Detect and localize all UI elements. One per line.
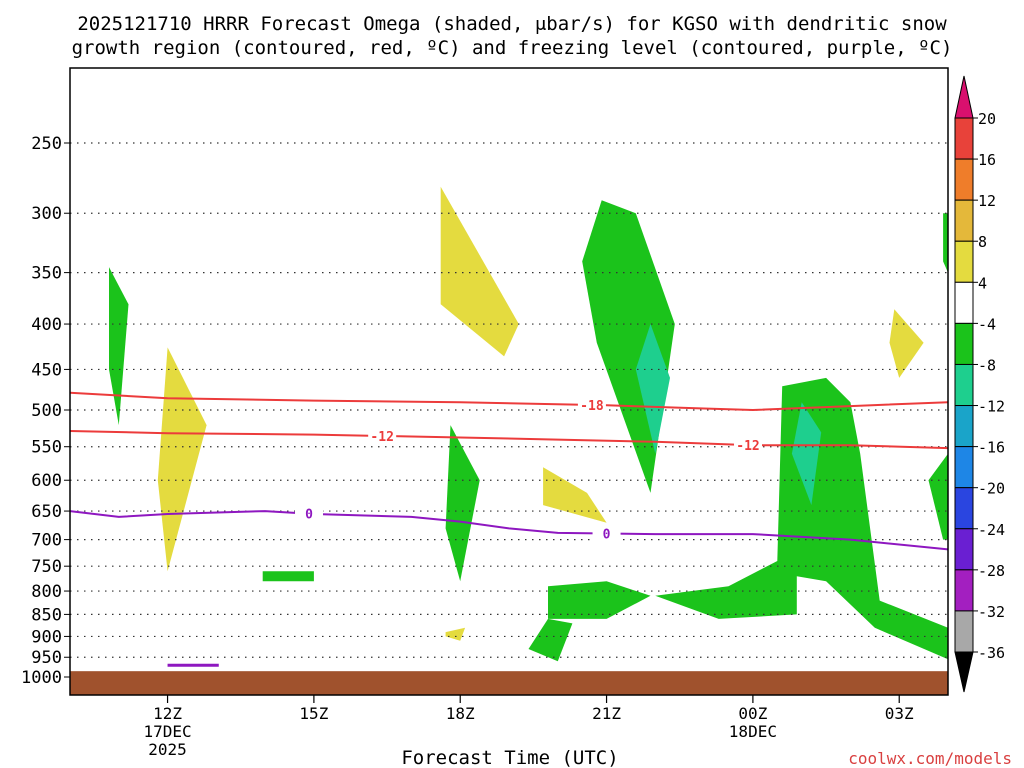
y-tick-label: 1000 (21, 668, 62, 688)
x-tick-label: 00Z (738, 704, 767, 723)
contour-label: -12 (370, 430, 393, 445)
y-tick-label: 350 (31, 264, 62, 284)
y-tick-label: 250 (31, 134, 62, 154)
colorbar-label: 12 (978, 192, 996, 210)
omega-region (582, 200, 675, 493)
omega-region (157, 347, 207, 572)
contour-label-bg (577, 398, 606, 413)
colorbar-label: -4 (978, 315, 996, 333)
colorbar-label: 16 (978, 151, 996, 169)
omega-region (445, 627, 466, 641)
title-line-1: 2025121710 HRRR Forecast Omega (shaded, … (77, 13, 947, 35)
colorbar-label: -24 (978, 521, 1005, 539)
omega-region (655, 377, 948, 660)
contour-line (69, 391, 949, 412)
contour-lines: -18 -12 -12 0 0 (69, 391, 949, 667)
omega-region (109, 267, 129, 426)
colorbar-cell (954, 610, 974, 653)
omega-region (889, 309, 924, 378)
colorbar-cell (954, 199, 974, 242)
x-tick-label: 15Z (299, 704, 328, 723)
y-tick-label: 900 (31, 627, 62, 647)
omega-shading (109, 186, 948, 662)
y-tick-label: 950 (31, 648, 62, 668)
title-line-2: growth region (contoured, red, ºC) and f… (72, 37, 953, 59)
colorbar: 20 16 12 8 4 -4 -8 -12 -16 -20 -24 -28 -32 -36 (954, 75, 1005, 693)
y-tick-label: 400 (31, 315, 62, 335)
omega-region (635, 324, 670, 454)
colorbar-cell (954, 363, 974, 407)
surface-ground (70, 671, 948, 695)
colorbar-bottom-arrow (954, 651, 974, 693)
plot-frame (69, 67, 949, 696)
colorbar-label: 20 (978, 110, 996, 128)
colorbar-cell (954, 528, 974, 571)
colorbar-cell (954, 117, 974, 160)
credit-text: coolwx.com/models (848, 749, 1012, 768)
colorbar-cell (954, 446, 974, 489)
colorbar-label: 8 (978, 233, 987, 251)
x-tick-label: 21Z (592, 704, 621, 723)
colorbar-label: 4 (978, 274, 987, 292)
contour-label: -18 (580, 399, 604, 414)
contour-label-bg (592, 526, 621, 541)
y-tick-label: 600 (31, 471, 62, 491)
omega-region (928, 453, 948, 540)
contour-label-bg (734, 438, 763, 453)
x-axis-label: Forecast Time (UTC) (401, 747, 618, 768)
contour-line (69, 510, 949, 551)
omega-region (791, 402, 822, 506)
y-tick-label: 300 (31, 204, 62, 224)
colorbar-label: -32 (978, 603, 1005, 621)
y-tick-label: 500 (31, 401, 62, 421)
y-tick-label: 850 (31, 605, 62, 625)
colorbar-cell (954, 487, 974, 530)
y-tick-label: 700 (31, 531, 62, 551)
omega-region (445, 425, 480, 582)
x-tick-label: 03Z (885, 704, 914, 723)
contour-label: 0 (305, 508, 313, 523)
y-tick-label: 550 (31, 438, 62, 458)
y-tick-label: 800 (31, 582, 62, 602)
omega-region (943, 213, 948, 273)
colorbar-label: -28 (978, 562, 1005, 580)
contour-label: -12 (736, 439, 759, 454)
omega-region (528, 618, 573, 662)
x-tick-label: 18DEC (729, 722, 777, 741)
colorbar-label: -36 (978, 644, 1005, 662)
contour-label-bg (368, 428, 397, 443)
y-tick-label: 650 (31, 502, 62, 522)
contour-label-bg (295, 506, 324, 521)
omega-region (543, 467, 607, 523)
colorbar-cell (954, 281, 974, 324)
contour-label: 0 (603, 528, 611, 543)
omega-region (440, 186, 519, 357)
y-tick-label: 750 (31, 557, 62, 577)
contour-line (69, 430, 949, 450)
omega-region (262, 571, 314, 582)
y-axis: 2503003504004505005506006507007508008509… (21, 134, 70, 688)
colorbar-cell (954, 405, 974, 448)
x-tick-label: 18Z (446, 704, 475, 723)
x-tick-label: 17DEC (143, 722, 191, 741)
y-tick-label: 450 (31, 360, 62, 380)
colorbar-label: -12 (978, 398, 1005, 416)
colorbar-cell (954, 158, 974, 201)
omega-region (548, 581, 651, 619)
colorbar-cell (954, 569, 974, 612)
colorbar-cell (954, 240, 974, 283)
colorbar-top-arrow (954, 75, 974, 119)
colorbar-cell (954, 322, 974, 365)
x-tick-label: 2025 (148, 740, 187, 759)
x-tick-label: 12Z (153, 704, 182, 723)
colorbar-label: -20 (978, 480, 1005, 498)
colorbar-label: -16 (978, 439, 1005, 457)
colorbar-label: -8 (978, 356, 996, 374)
